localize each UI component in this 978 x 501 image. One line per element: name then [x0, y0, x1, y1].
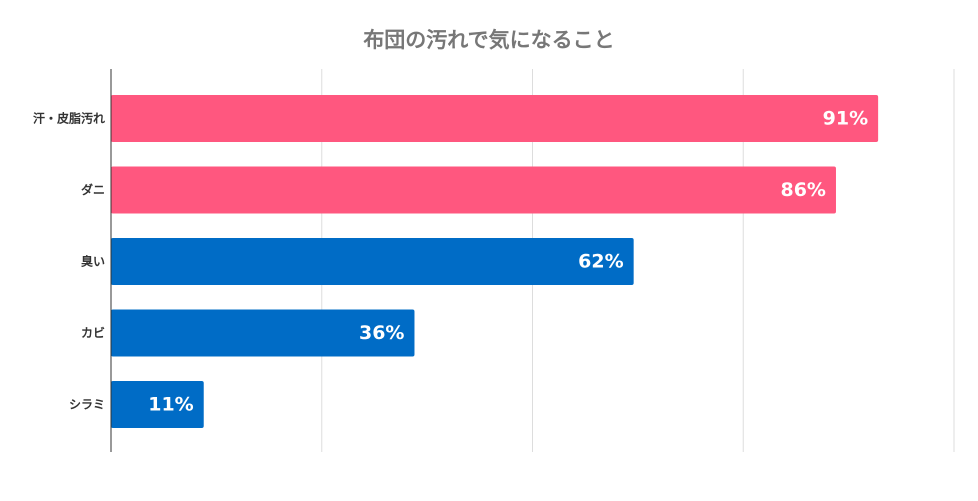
- bar-0: [111, 95, 879, 142]
- chart-title: 布団の汚れで気になること: [363, 28, 614, 52]
- value-label-4: 11%: [148, 394, 193, 416]
- value-label-0: 91%: [823, 108, 868, 130]
- bar-1: [111, 166, 836, 214]
- bar-layer: [111, 95, 879, 428]
- category-label-0: 汗・皮脂汚れ: [33, 111, 105, 126]
- bar-3: [111, 309, 415, 357]
- category-label-3: カビ: [81, 325, 105, 340]
- bar-2: [111, 238, 634, 285]
- bar-4: [111, 381, 204, 428]
- category-label-1: ダニ: [81, 182, 105, 197]
- value-label-2: 62%: [578, 251, 623, 273]
- label-layer: 91% 汗・皮脂汚れ 86% ダニ 62% 臭い 36% カビ 11% シラミ: [33, 108, 868, 416]
- category-label-4: シラミ: [69, 398, 105, 412]
- value-label-3: 36%: [359, 322, 404, 344]
- value-label-1: 86%: [780, 179, 825, 201]
- category-label-2: 臭い: [81, 254, 105, 269]
